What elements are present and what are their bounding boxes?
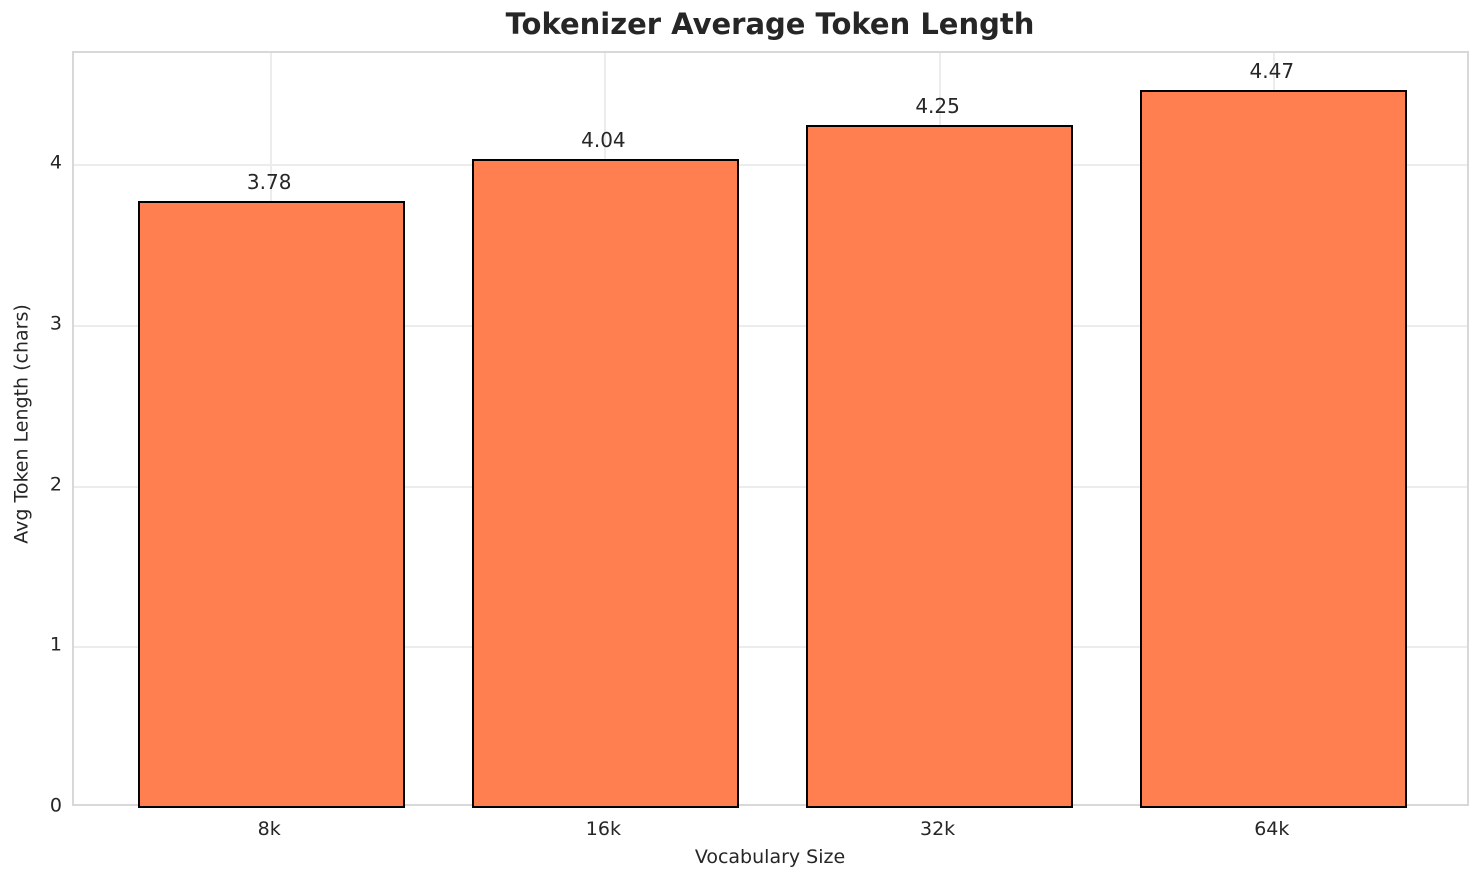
y-axis-label: Avg Token Length (chars) xyxy=(10,304,33,544)
bar-value-label: 4.25 xyxy=(915,94,960,119)
x-tick-label: 16k xyxy=(585,818,621,840)
x-tick-label: 8k xyxy=(257,818,281,840)
y-tick-label: 1 xyxy=(49,633,62,656)
bar-value-label: 4.04 xyxy=(581,128,626,153)
h-gridline xyxy=(74,164,1467,167)
plot-area xyxy=(72,51,1469,808)
h-gridline xyxy=(74,485,1467,488)
x-tick-label: 32k xyxy=(920,818,956,840)
h-gridline xyxy=(74,325,1467,328)
y-tick-label: 3 xyxy=(49,312,62,335)
x-axis-label: Vocabulary Size xyxy=(694,846,846,868)
bar-value-label: 3.78 xyxy=(246,169,292,194)
h-gridline xyxy=(74,646,1467,649)
bar-32k xyxy=(805,125,1074,808)
bar-value-label: 4.47 xyxy=(1249,58,1295,83)
bar-8k xyxy=(137,200,405,808)
y-tick-label: 4 xyxy=(49,151,62,174)
x-tick-label: 64k xyxy=(1254,818,1290,840)
bar-64k xyxy=(1140,89,1408,808)
chart-title: Tokenizer Average Token Length xyxy=(505,7,1035,41)
bar-16k xyxy=(471,159,740,808)
y-tick-label: 0 xyxy=(49,794,62,817)
y-tick-label: 2 xyxy=(49,473,62,496)
